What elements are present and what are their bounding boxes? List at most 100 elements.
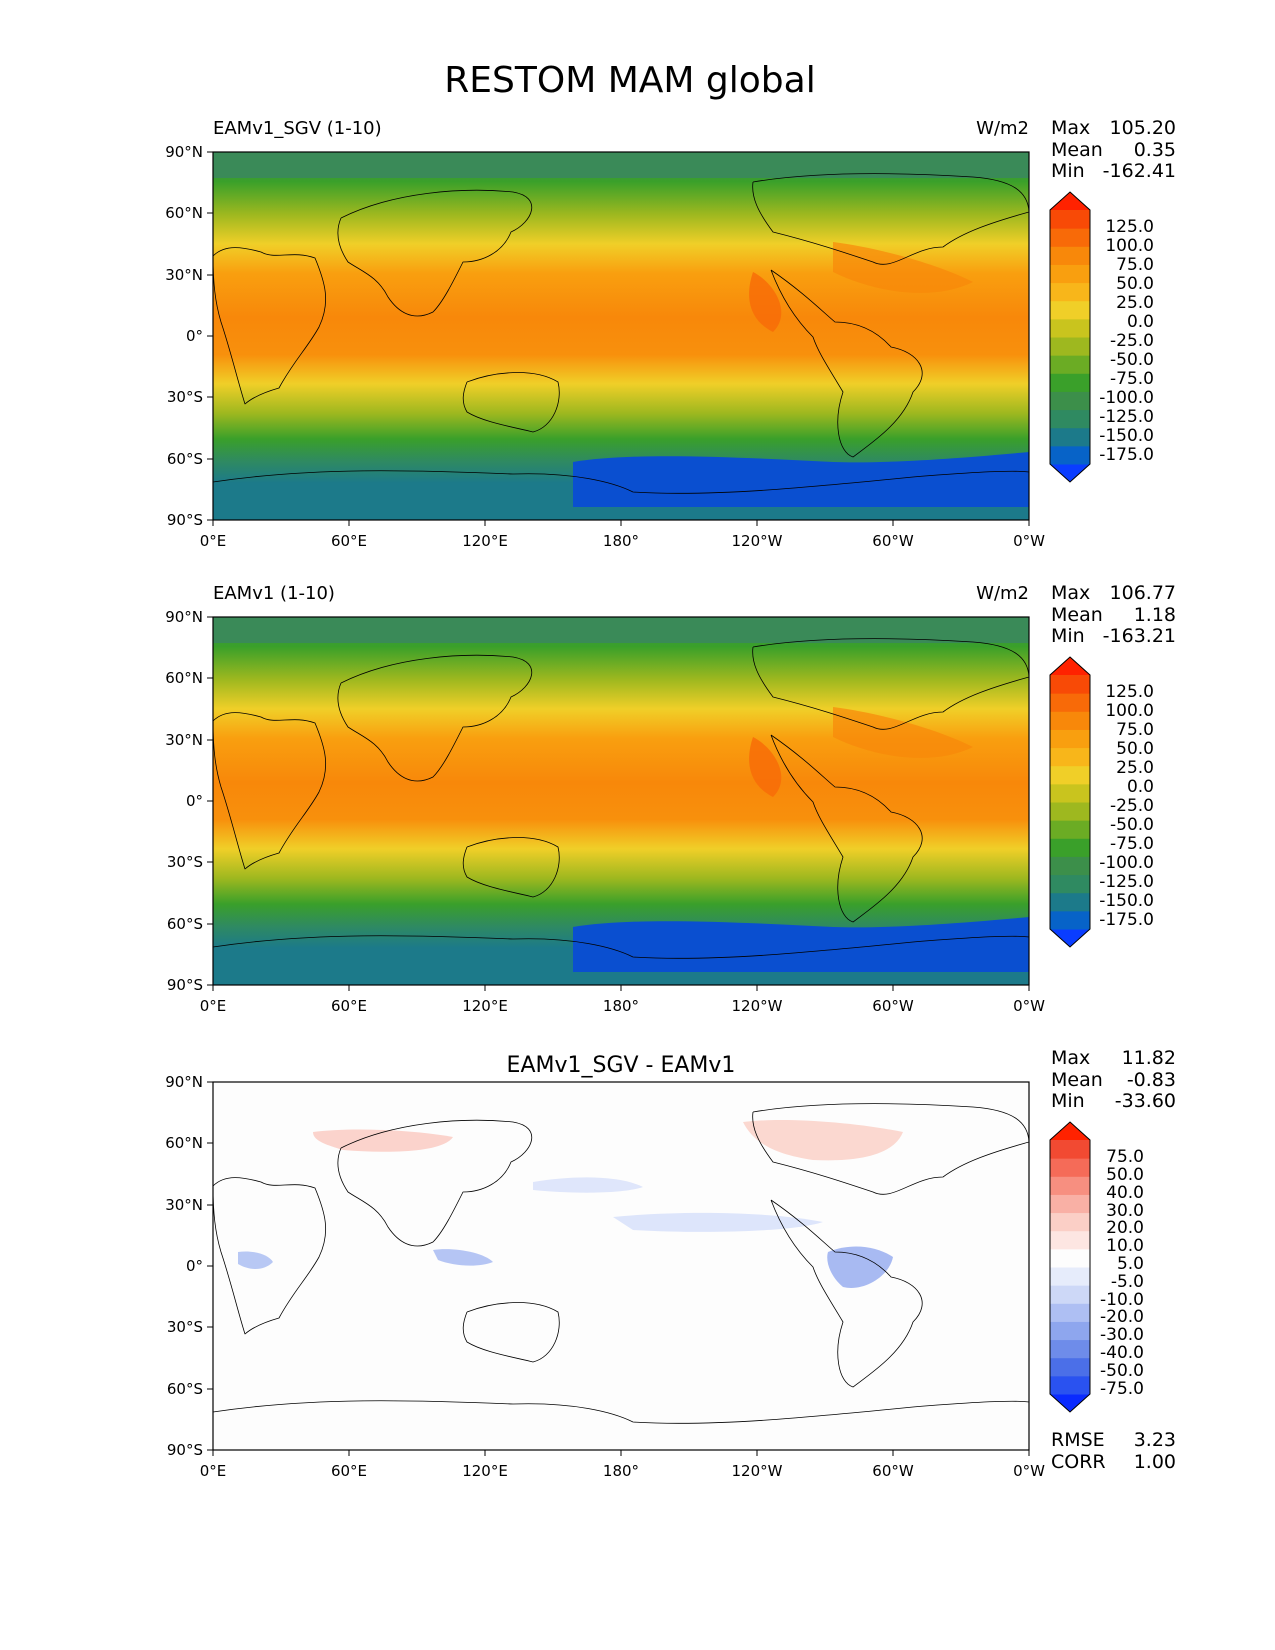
colorbar-tick-label: -10.0 — [1100, 1290, 1144, 1310]
lat-tick-label: 90°N — [165, 1073, 203, 1091]
colorbar-cell — [1050, 409, 1090, 429]
colorbar-cell — [1050, 820, 1090, 839]
colorbar-tick-label: -175.0 — [1099, 910, 1154, 930]
colorbar-tick-label: -150.0 — [1099, 891, 1154, 911]
lon-tick-label: 60°W — [872, 532, 914, 550]
lat-tick-label: 60°N — [165, 669, 203, 687]
stat-label: Mean — [1051, 139, 1103, 161]
colorbar-cell — [1050, 693, 1090, 712]
colorbar-cell — [1050, 892, 1090, 912]
lon-tick-label: 0°E — [200, 532, 227, 550]
stat-label: Max — [1051, 1047, 1090, 1069]
colorbar-test: 125.0 100.0 75.0 50.0 25.0 0.0 -25.0 -50… — [1049, 191, 1154, 483]
lon-tick-label: 60°W — [872, 997, 914, 1015]
colorbar-cell — [1050, 246, 1090, 265]
colorbar-tick-label: 125.0 — [1105, 217, 1154, 237]
lat-axis: 90°N 60°N 30°N 0° 30°S 60°S 90°S — [165, 1073, 213, 1459]
colorbar-tick-label: 0.0 — [1127, 777, 1154, 797]
lon-tick-label: 180° — [603, 532, 639, 550]
colorbar-tick-label: -75.0 — [1110, 369, 1154, 389]
colorbar-tick-label: 30.0 — [1106, 1201, 1144, 1221]
colorbar-tick-label: -25.0 — [1110, 796, 1154, 816]
lat-axis: 90°N 60°N 30°N 0° 30°S 60°S 90°S — [165, 608, 213, 994]
colorbar-cell — [1050, 1267, 1090, 1286]
lon-tick-label: 0°E — [200, 1462, 227, 1480]
colorbar-cell — [1050, 747, 1090, 767]
lat-tick-label: 60°S — [167, 915, 203, 933]
colorbar-tick-label: -50.0 — [1110, 350, 1154, 370]
colorbar-tick-label: -5.0 — [1111, 1272, 1144, 1292]
colorbar-cell — [1050, 929, 1090, 947]
lon-tick-label: 0°E — [200, 997, 227, 1015]
colorbar-cell — [1050, 318, 1090, 338]
stat-label: Min — [1051, 160, 1085, 182]
colorbar-tick-label: -30.0 — [1100, 1325, 1144, 1345]
lon-tick-label: 60°E — [331, 532, 367, 550]
panel-left-title: EAMv1_SGV (1-10) — [213, 118, 382, 139]
lat-tick-label: 90°S — [167, 976, 203, 994]
lat-tick-label: 30°N — [165, 1196, 203, 1214]
colorbar-tick-label: -50.0 — [1100, 1361, 1144, 1381]
colorbar-cell — [1050, 1321, 1090, 1341]
colorbar-tick-label: 0.0 — [1127, 312, 1154, 332]
lon-tick-label: 0°W — [1013, 532, 1045, 550]
colorbar-cell — [1050, 711, 1090, 730]
colorbar-cell — [1050, 282, 1090, 302]
lat-tick-label: 90°S — [167, 1441, 203, 1459]
colorbar-tick-label: 25.0 — [1116, 758, 1154, 778]
stat-value: 105.20 — [1110, 117, 1176, 139]
colorbar-tick-label: -50.0 — [1110, 815, 1154, 835]
colorbar-cell — [1050, 1394, 1090, 1412]
lat-tick-label: 0° — [186, 1257, 203, 1275]
colorbar-tick-label: -25.0 — [1110, 331, 1154, 351]
panel-units: W/m2 — [976, 118, 1029, 139]
colorbar-tick-label: -175.0 — [1099, 445, 1154, 465]
stat-label: Max — [1051, 117, 1090, 139]
lat-tick-label: 0° — [186, 327, 203, 345]
colorbar-tick-label: -75.0 — [1110, 834, 1154, 854]
colorbar-tick-label: 20.0 — [1106, 1218, 1144, 1238]
lon-tick-label: 60°E — [331, 997, 367, 1015]
lon-tick-label: 120°E — [462, 1462, 508, 1480]
colorbar-tick-label: -125.0 — [1099, 407, 1154, 427]
colorbar-tick-label: 100.0 — [1105, 236, 1154, 256]
map-field — [213, 1082, 1029, 1450]
stat-value: 1.18 — [1134, 604, 1176, 626]
lon-axis: 0°E 60°E 120°E 180° 120°W 60°W 0°W — [200, 520, 1045, 550]
colorbar-cell — [1050, 228, 1090, 247]
colorbar-cell — [1050, 264, 1090, 284]
metric-value: 1.00 — [1134, 1451, 1176, 1473]
colorbar-outline — [1049, 191, 1091, 483]
colorbar-tick-label: -75.0 — [1100, 1379, 1144, 1399]
colorbar-cell — [1050, 1212, 1090, 1232]
colorbar-tick-label: 75.0 — [1116, 255, 1154, 275]
colorbar-tick-label: 100.0 — [1105, 701, 1154, 721]
panel-center-title: EAMv1_SGV - EAMv1 — [507, 1053, 736, 1078]
colorbar-cell — [1050, 210, 1090, 229]
lon-tick-label: 120°E — [462, 997, 508, 1015]
colorbar-cell — [1050, 838, 1090, 857]
colorbar-cell — [1050, 874, 1090, 894]
lat-tick-label: 90°N — [165, 143, 203, 161]
lon-tick-label: 120°W — [732, 532, 783, 550]
lat-tick-label: 60°S — [167, 1380, 203, 1398]
colorbar-cell — [1050, 300, 1090, 320]
stat-label: Min — [1051, 625, 1085, 647]
lat-tick-label: 0° — [186, 792, 203, 810]
colorbar-tick-label: 75.0 — [1116, 720, 1154, 740]
colorbar-outline — [1049, 1121, 1091, 1413]
colorbar-outline — [1049, 656, 1091, 948]
panel-difference: EAMv1_SGV - EAMv1 90°N 60°N 30°N 0° 30°S… — [165, 1053, 1045, 1480]
stats-reference: Max 106.77 Mean 1.18 Min -163.21 — [1051, 582, 1176, 647]
lon-axis: 0°E 60°E 120°E 180° 120°W 60°W 0°W — [200, 1450, 1045, 1480]
colorbar-tick-label: -100.0 — [1099, 388, 1154, 408]
colorbar-tick-label: 75.0 — [1106, 1147, 1144, 1167]
coastlines — [212, 173, 1030, 494]
metric-label: RMSE — [1051, 1429, 1105, 1451]
colorbar-cell — [1050, 445, 1090, 465]
colorbar-cell — [1050, 910, 1090, 930]
colorbar-tick-label: 125.0 — [1105, 682, 1154, 702]
colorbar-tick-label: 40.0 — [1106, 1183, 1144, 1203]
stat-label: Mean — [1051, 604, 1103, 626]
